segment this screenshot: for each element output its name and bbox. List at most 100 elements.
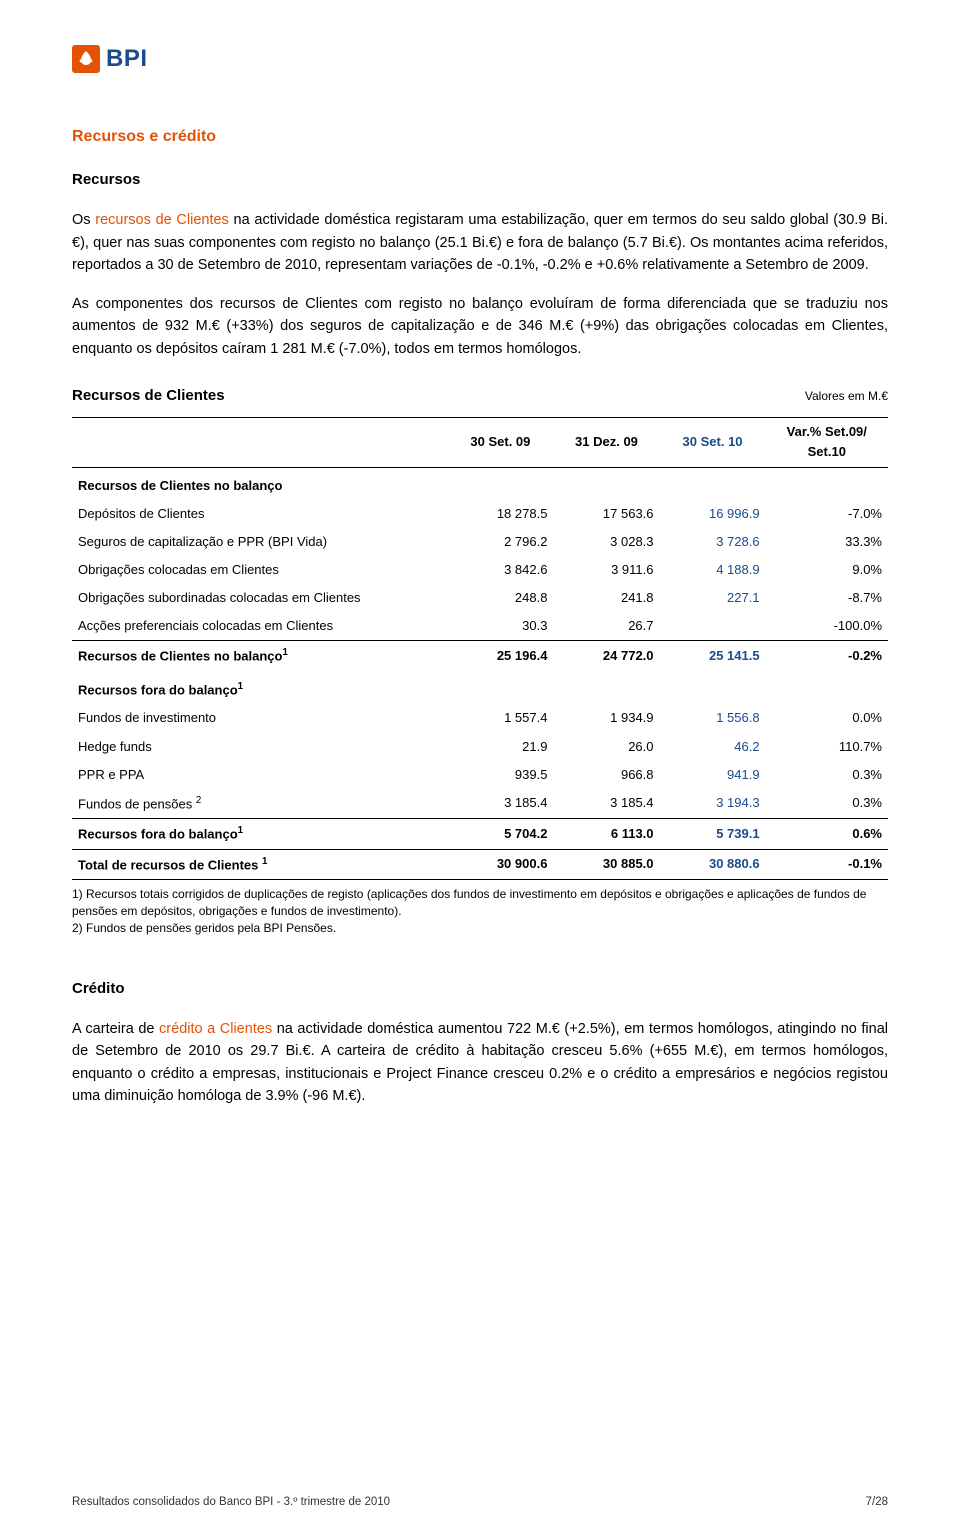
table-row: Obrigações subordinadas colocadas em Cli… [72,584,888,612]
cell-c3: 227.1 [660,584,766,612]
th-c4-l2: Set.10 [808,444,846,459]
table-row: Fundos de pensões 23 185.43 185.43 194.3… [72,789,888,819]
cell-c3: 3 194.3 [660,789,766,819]
row-label: Fundos de investimento [72,704,447,732]
table-head-row: 30 Set. 09 31 Dez. 09 30 Set. 10 Var.% S… [72,418,888,467]
cell-c4: -8.7% [766,584,888,612]
table-row: Recursos de Clientes no balanço125 196.4… [72,641,888,671]
cell-c1: 5 704.2 [447,819,553,849]
th-c4-l1: Var.% Set.09/ [787,424,867,439]
paragraph-1: Os recursos de Clientes na actividade do… [72,209,888,276]
cell-c3: 3 728.6 [660,528,766,556]
footnote-2: 2) Fundos de pensões geridos pela BPI Pe… [72,920,888,937]
row-label: Recursos fora do balanço1 [72,671,888,704]
table-row: Recursos fora do balanço1 [72,671,888,704]
row-label: Obrigações subordinadas colocadas em Cli… [72,584,447,612]
recursos-table: 30 Set. 09 31 Dez. 09 30 Set. 10 Var.% S… [72,417,888,880]
paragraph-2: As componentes dos recursos de Clientes … [72,293,888,360]
cell-c3: 30 880.6 [660,849,766,879]
table-row: Fundos de investimento1 557.41 934.91 55… [72,704,888,732]
cell-c3: 5 739.1 [660,819,766,849]
cell-c1: 3 185.4 [447,789,553,819]
cell-c2: 3 911.6 [553,556,659,584]
subsection-recursos: Recursos [72,168,888,191]
table-row: Obrigações colocadas em Clientes3 842.63… [72,556,888,584]
cell-c2: 3 028.3 [553,528,659,556]
cell-c2: 24 772.0 [553,641,659,671]
row-label: Recursos fora do balanço1 [72,819,447,849]
cell-c3 [660,612,766,641]
footnote-1: 1) Recursos totais corrigidos de duplica… [72,886,888,920]
row-label: Seguros de capitalização e PPR (BPI Vida… [72,528,447,556]
p1-prefix: Os [72,212,95,228]
cell-c4: 0.3% [766,761,888,789]
table-row: Seguros de capitalização e PPR (BPI Vida… [72,528,888,556]
row-label: Obrigações colocadas em Clientes [72,556,447,584]
cell-c3: 4 188.9 [660,556,766,584]
row-label: Recursos de Clientes no balanço [72,467,888,500]
cell-c4: 33.3% [766,528,888,556]
logo-text: BPI [106,40,148,77]
cell-c2: 30 885.0 [553,849,659,879]
cell-c2: 1 934.9 [553,704,659,732]
row-label: Total de recursos de Clientes 1 [72,849,447,879]
table-title: Recursos de Clientes [72,384,225,407]
cell-c3: 46.2 [660,733,766,761]
footer-left: Resultados consolidados do Banco BPI - 3… [72,1494,390,1512]
cell-c2: 26.0 [553,733,659,761]
cell-c3: 941.9 [660,761,766,789]
th-c4: Var.% Set.09/ Set.10 [766,418,888,467]
cell-c4: -0.1% [766,849,888,879]
cell-c4: -100.0% [766,612,888,641]
table-row: Recursos fora do balanço15 704.26 113.05… [72,819,888,849]
paragraph-credito: A carteira de crédito a Clientes na acti… [72,1018,888,1108]
th-c3: 30 Set. 10 [660,418,766,467]
cell-c1: 18 278.5 [447,500,553,528]
table-body: Recursos de Clientes no balançoDepósitos… [72,467,888,880]
cell-c1: 25 196.4 [447,641,553,671]
cell-c1: 3 842.6 [447,556,553,584]
th-c2: 31 Dez. 09 [553,418,659,467]
cell-c1: 248.8 [447,584,553,612]
cell-c2: 26.7 [553,612,659,641]
table-row: Hedge funds21.926.046.2110.7% [72,733,888,761]
row-label: Depósitos de Clientes [72,500,447,528]
row-label: Fundos de pensões 2 [72,789,447,819]
cell-c1: 939.5 [447,761,553,789]
table-row: Total de recursos de Clientes 130 900.63… [72,849,888,879]
cell-c4: -7.0% [766,500,888,528]
p1-highlight: recursos de Clientes [95,212,229,228]
cell-c2: 966.8 [553,761,659,789]
logo: BPI [72,40,888,77]
cell-c2: 241.8 [553,584,659,612]
pc-prefix: A carteira de [72,1021,159,1037]
logo-icon [72,45,100,73]
table-footnotes: 1) Recursos totais corrigidos de duplica… [72,886,888,936]
cell-c1: 1 557.4 [447,704,553,732]
row-label: Recursos de Clientes no balanço1 [72,641,447,671]
cell-c3: 25 141.5 [660,641,766,671]
page-footer: Resultados consolidados do Banco BPI - 3… [72,1494,888,1512]
footer-right: 7/28 [866,1494,888,1512]
cell-c1: 30.3 [447,612,553,641]
cell-c2: 3 185.4 [553,789,659,819]
cell-c3: 16 996.9 [660,500,766,528]
table-unit: Valores em M.€ [805,387,888,406]
cell-c4: -0.2% [766,641,888,671]
row-label: Acções preferenciais colocadas em Client… [72,612,447,641]
cell-c1: 21.9 [447,733,553,761]
table-row: Recursos de Clientes no balanço [72,467,888,500]
row-label: PPR e PPA [72,761,447,789]
table-header-row: Recursos de Clientes Valores em M.€ [72,384,888,407]
th-blank [72,418,447,467]
cell-c1: 30 900.6 [447,849,553,879]
cell-c4: 0.3% [766,789,888,819]
section-title: Recursos e crédito [72,125,888,150]
cell-c4: 0.0% [766,704,888,732]
cell-c3: 1 556.8 [660,704,766,732]
cell-c2: 17 563.6 [553,500,659,528]
table-row: Depósitos de Clientes18 278.517 563.616 … [72,500,888,528]
cell-c4: 9.0% [766,556,888,584]
cell-c1: 2 796.2 [447,528,553,556]
subsection-credito: Crédito [72,977,888,1000]
